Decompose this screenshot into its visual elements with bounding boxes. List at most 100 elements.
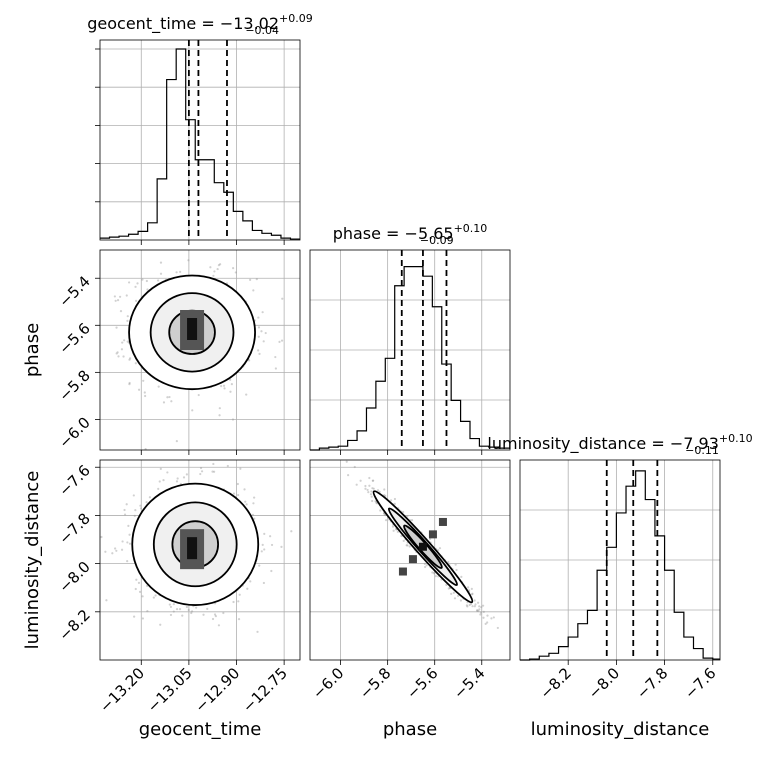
sample-point	[191, 409, 194, 412]
sample-point	[145, 501, 148, 504]
sample-point	[172, 603, 175, 606]
sample-point	[423, 562, 426, 565]
sample-point	[490, 617, 493, 620]
sample-point	[135, 299, 138, 302]
density-cell	[418, 542, 427, 551]
sample-point	[476, 601, 480, 604]
sample-point	[264, 331, 267, 335]
sample-point	[249, 278, 252, 281]
sample-point	[263, 532, 266, 535]
sample-point	[433, 571, 436, 574]
sample-point	[473, 599, 476, 602]
sample-point	[141, 595, 144, 598]
sample-point	[170, 400, 173, 403]
sample-point	[261, 543, 264, 546]
sample-point	[128, 381, 131, 385]
sample-point	[496, 626, 499, 630]
sample-point	[368, 476, 371, 480]
sample-point	[468, 589, 471, 592]
sample-point	[206, 607, 209, 610]
sample-point	[190, 610, 194, 613]
sample-point	[484, 622, 487, 625]
sample-point	[370, 490, 373, 493]
sample-point	[159, 261, 163, 264]
sample-point	[141, 278, 144, 281]
sample-point	[229, 378, 232, 381]
sample-point	[104, 550, 107, 553]
sample-point	[121, 341, 124, 344]
sample-point	[257, 349, 260, 352]
sample-point	[239, 467, 242, 470]
sample-point	[200, 470, 204, 473]
sample-point	[175, 480, 179, 483]
sample-point	[114, 547, 117, 550]
sample-point	[280, 545, 283, 548]
sample-point	[232, 600, 235, 604]
sample-point	[213, 270, 216, 273]
sample-point	[190, 611, 193, 615]
x-tick-label: −5.4	[450, 664, 488, 702]
panel-title: phase = −5.65+0.10 −0.09	[333, 222, 488, 247]
sample-point	[187, 608, 190, 612]
sample-point	[410, 518, 414, 522]
sample-point	[465, 604, 468, 607]
sample-point	[511, 630, 513, 632]
sample-point	[257, 316, 260, 319]
x-tick-label: −12.90	[191, 664, 243, 716]
sample-point	[260, 330, 263, 333]
contour-phase-vs-luminosity_distance	[309, 459, 513, 665]
x-axis-label: phase	[383, 719, 437, 740]
sample-point	[482, 616, 485, 619]
sample-point	[423, 565, 427, 569]
histogram-step	[310, 266, 510, 451]
sample-point	[453, 597, 457, 600]
sample-point	[237, 617, 241, 621]
panel-title: geocent_time = −13.02+0.09 −0.04	[87, 12, 313, 37]
sample-point	[253, 496, 256, 499]
sample-point	[255, 278, 258, 281]
sample-point	[471, 593, 474, 596]
sample-point	[168, 603, 171, 606]
sample-point	[169, 613, 173, 617]
sample-point	[396, 530, 399, 533]
sample-point	[133, 514, 136, 517]
sample-point	[122, 355, 125, 358]
sample-point	[195, 606, 198, 609]
sample-point	[119, 295, 122, 298]
x-tick-label: −7.6	[681, 664, 719, 702]
y-tick-label: −5.8	[55, 366, 93, 404]
title-main: luminosity_distance = −7.93	[487, 434, 718, 454]
sample-point	[270, 569, 273, 573]
sample-point	[154, 594, 157, 597]
sample-point	[146, 609, 149, 613]
sample-point	[258, 352, 261, 355]
sample-point	[364, 487, 367, 490]
sample-point	[213, 470, 216, 473]
sample-point	[249, 580, 252, 583]
sample-point	[269, 535, 272, 538]
sample-point	[212, 274, 215, 277]
title-main: phase = −5.65	[333, 224, 454, 243]
sample-point	[450, 592, 453, 595]
sample-point	[263, 548, 266, 551]
x-tick-label: −8.2	[537, 664, 575, 702]
sample-point	[123, 508, 126, 512]
y-tick-label: −5.4	[55, 272, 93, 310]
sample-point	[127, 281, 131, 284]
sample-point	[237, 493, 240, 497]
sample-point	[202, 613, 205, 616]
x-axis-label: luminosity_distance	[531, 719, 710, 740]
sample-point	[111, 552, 114, 555]
sample-point	[257, 335, 260, 338]
histogram-geocent_time: geocent_time = −13.02+0.09 −0.04	[87, 12, 313, 245]
sample-point	[126, 340, 129, 343]
sample-point	[126, 319, 129, 322]
sample-point	[125, 294, 128, 297]
sample-point	[384, 519, 388, 522]
sample-point	[128, 358, 131, 361]
sample-point	[114, 299, 117, 302]
sample-point	[117, 355, 120, 358]
sample-point	[471, 592, 474, 595]
sample-point	[454, 563, 457, 566]
sample-point	[134, 587, 137, 591]
